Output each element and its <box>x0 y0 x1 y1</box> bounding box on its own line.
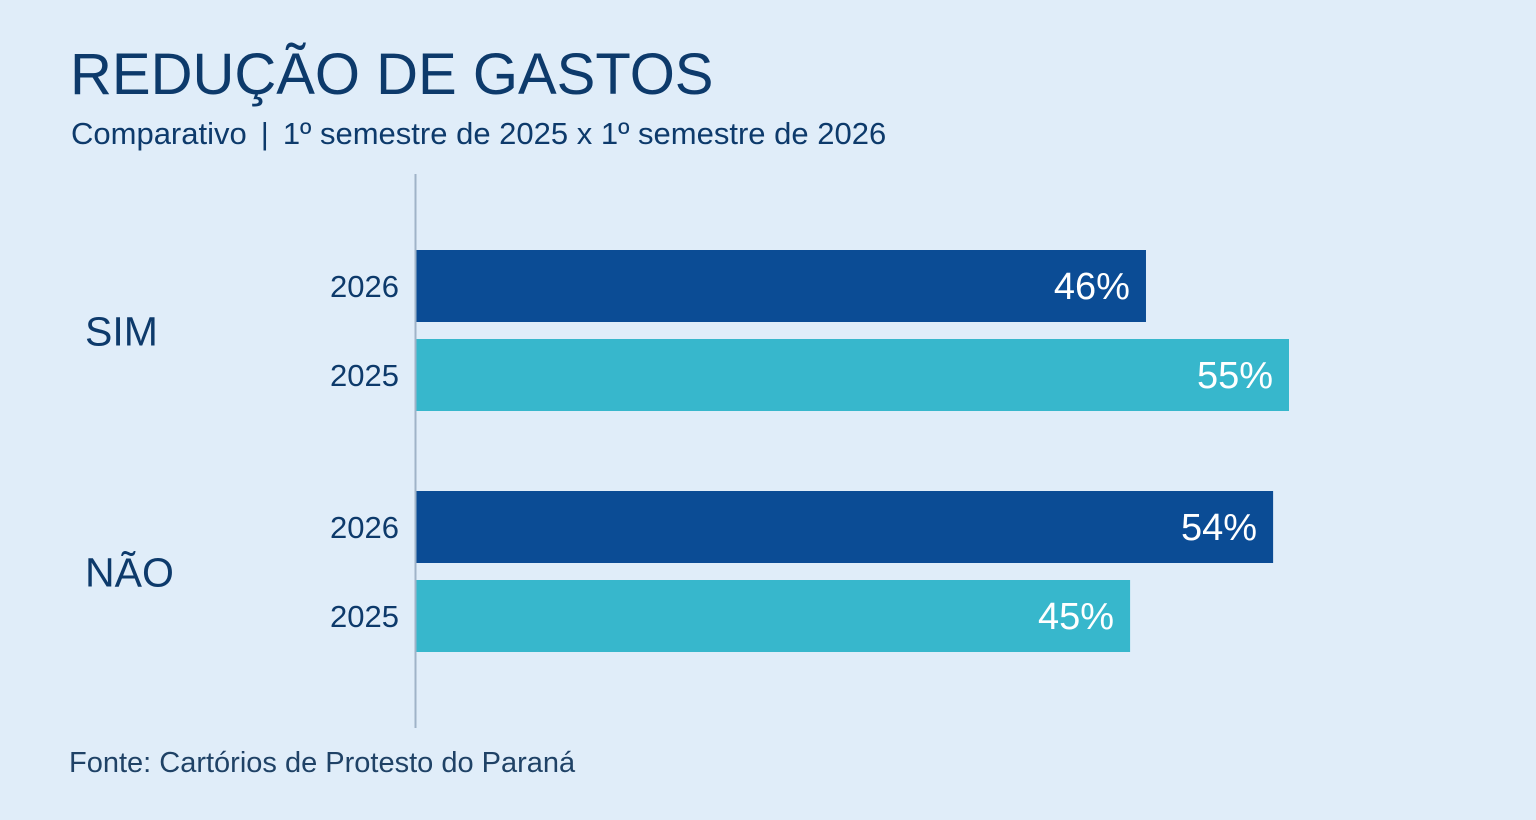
subtitle-separator: | <box>260 116 269 151</box>
bar-nao-2025 <box>415 580 1131 652</box>
subtitle-right: 1º semestre de 2025 x 1º semestre de 202… <box>282 116 887 151</box>
series-year-label: 2026 <box>330 510 399 545</box>
bar-value-label: 54% <box>1181 507 1257 549</box>
bar-nao-2026 <box>415 491 1274 563</box>
series-year-label: 2025 <box>330 599 399 634</box>
series-year-label: 2025 <box>330 358 399 393</box>
bar-value-label: 45% <box>1038 596 1114 638</box>
bar-sim-2025 <box>415 339 1289 411</box>
chart-title: REDUÇÃO DE GASTOS <box>70 42 714 107</box>
subtitle-left: Comparativo <box>71 116 247 151</box>
bar-value-label: 46% <box>1054 266 1130 308</box>
category-label: SIM <box>85 309 158 355</box>
chart-subtitle: Comparativo | 1º semestre de 2025 x 1º sem… <box>71 118 886 149</box>
series-year-label: 2026 <box>330 269 399 304</box>
source-note: Fonte: Cartórios de Protesto do Paraná <box>69 747 576 779</box>
bar-value-label: 55% <box>1197 355 1273 397</box>
bar-sim-2026 <box>415 250 1146 322</box>
category-label: NÃO <box>85 550 174 596</box>
